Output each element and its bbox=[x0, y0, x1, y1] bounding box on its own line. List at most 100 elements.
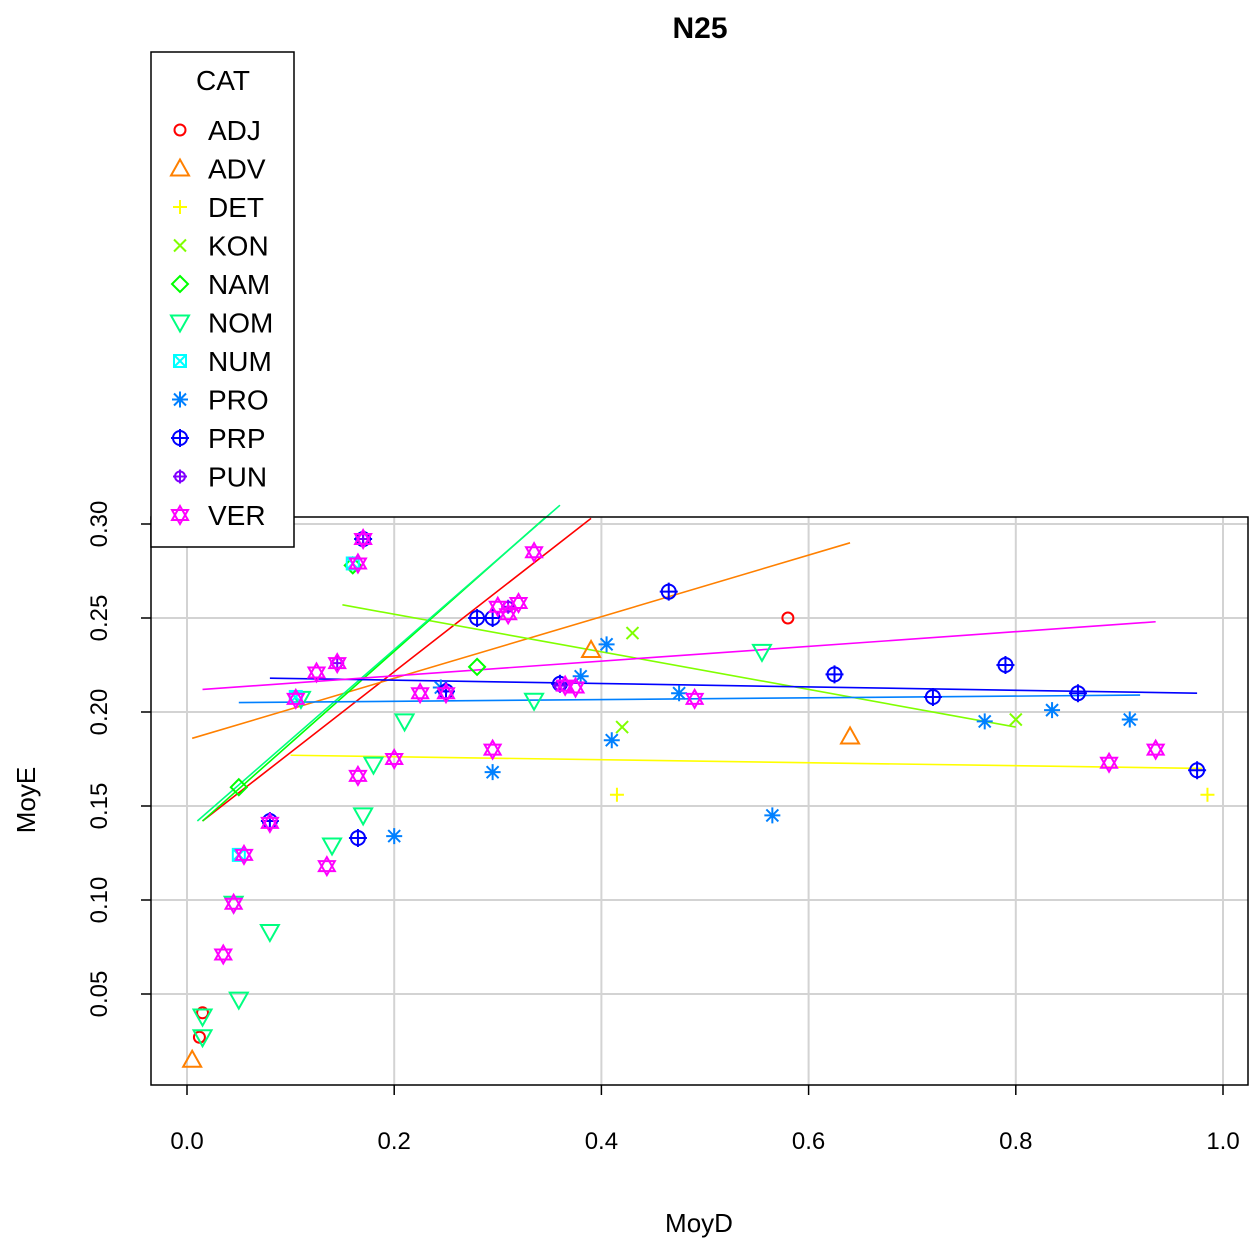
point-ver bbox=[234, 843, 254, 866]
point-pro bbox=[386, 828, 403, 845]
legend-symbol-adv bbox=[169, 157, 191, 177]
point-ver bbox=[260, 811, 280, 834]
point-pro bbox=[1121, 711, 1138, 728]
point-ver bbox=[223, 892, 244, 915]
point-pro bbox=[603, 732, 620, 749]
point-nom bbox=[352, 807, 374, 827]
point-ver bbox=[498, 603, 518, 626]
legend-symbol-kon bbox=[173, 238, 187, 253]
point-prp bbox=[348, 828, 367, 847]
fit-line-nom bbox=[196, 504, 561, 822]
point-nom bbox=[259, 923, 281, 943]
legend-symbol-num bbox=[173, 354, 187, 368]
legend-label-ver: VER bbox=[208, 500, 266, 531]
legend-symbol-pro bbox=[172, 391, 188, 408]
point-pro bbox=[572, 668, 589, 685]
point-adj bbox=[196, 1006, 210, 1020]
point-prp bbox=[1188, 761, 1207, 780]
point-nom bbox=[362, 756, 385, 776]
y-tick-label: 0.25 bbox=[86, 595, 113, 642]
point-ver bbox=[348, 764, 368, 787]
x-tick-label: 1.0 bbox=[1206, 1128, 1239, 1155]
point-nom bbox=[751, 643, 773, 663]
legend-label-prp: PRP bbox=[208, 423, 266, 454]
y-tick-label: 0.10 bbox=[86, 877, 113, 924]
point-adv bbox=[839, 725, 861, 745]
point-ver bbox=[306, 661, 327, 684]
point-pro bbox=[1044, 702, 1061, 719]
point-ver bbox=[1099, 751, 1119, 774]
point-nom bbox=[228, 991, 250, 1011]
point-ver bbox=[348, 552, 368, 575]
point-pro bbox=[976, 713, 993, 730]
legend: CAT ADJ ADV DET KON NAM NOM NUM PRO PRP PUN VER bbox=[150, 51, 295, 548]
legend-symbol-adj bbox=[173, 123, 187, 137]
chart-title: N25 bbox=[672, 12, 727, 45]
x-tick-label: 0.8 bbox=[999, 1128, 1032, 1155]
x-tick-label: 0.6 bbox=[792, 1128, 825, 1155]
point-pro bbox=[598, 636, 615, 653]
legend-label-pro: PRO bbox=[208, 385, 269, 416]
legend-label-num: NUM bbox=[208, 346, 272, 377]
y-tick-label: 0.05 bbox=[86, 971, 113, 1018]
point-pro bbox=[484, 764, 501, 781]
point-prp bbox=[468, 609, 487, 627]
legend-symbol-prp bbox=[171, 429, 189, 447]
plot-frame bbox=[150, 516, 1249, 1086]
legend-label-adj: ADJ bbox=[208, 115, 261, 146]
fit-line-ver bbox=[202, 620, 1156, 691]
point-ver bbox=[286, 687, 306, 710]
x-axis-label: MoyD bbox=[665, 1208, 733, 1238]
point-nom bbox=[321, 837, 343, 857]
data-points bbox=[181, 528, 1215, 1068]
x-tick-label: 0.0 bbox=[170, 1128, 203, 1155]
point-nam bbox=[467, 657, 487, 677]
x-tick-label: 0.2 bbox=[378, 1128, 411, 1155]
y-tick-label: 0.20 bbox=[86, 689, 113, 736]
point-nom bbox=[191, 1008, 214, 1028]
x-tick-label: 0.4 bbox=[585, 1128, 618, 1155]
legend-box bbox=[150, 51, 295, 548]
legend-label-adv: ADV bbox=[208, 154, 266, 185]
point-kon bbox=[615, 720, 629, 734]
legend-title: CAT bbox=[196, 65, 250, 96]
legend-symbol-pun bbox=[173, 469, 187, 484]
point-adv bbox=[181, 1048, 203, 1068]
grid-lines bbox=[151, 517, 1248, 1085]
point-ver bbox=[684, 687, 705, 710]
point-prp bbox=[923, 687, 942, 706]
y-tick-label: 0.30 bbox=[86, 501, 113, 548]
y-axis: 0.05 0.10 0.15 0.20 0.25 0.30 bbox=[86, 501, 151, 1018]
legend-label-pun: PUN bbox=[208, 462, 267, 493]
legend-label-nam: NAM bbox=[208, 269, 270, 300]
point-ver bbox=[213, 943, 233, 966]
point-nam bbox=[229, 777, 249, 797]
point-ver bbox=[565, 676, 586, 699]
point-pro bbox=[764, 807, 781, 824]
fit-line-kon bbox=[342, 604, 1016, 728]
point-kon bbox=[1009, 712, 1023, 727]
point-adj bbox=[781, 611, 795, 625]
y-axis-label: MoyE bbox=[11, 767, 41, 833]
legend-symbol-nam bbox=[170, 274, 190, 294]
point-nom bbox=[393, 713, 416, 733]
point-pro bbox=[671, 685, 688, 702]
legend-label-nom: NOM bbox=[208, 308, 273, 339]
point-prp bbox=[825, 665, 844, 684]
point-adv bbox=[580, 638, 602, 658]
legend-symbol-nom bbox=[169, 314, 191, 334]
point-det bbox=[609, 787, 624, 802]
point-kon bbox=[625, 626, 640, 640]
legend-label-det: DET bbox=[208, 192, 264, 223]
y-tick-label: 0.15 bbox=[86, 783, 113, 830]
fit-line-prp bbox=[269, 677, 1198, 694]
point-ver bbox=[508, 591, 529, 614]
point-ver bbox=[524, 541, 544, 564]
legend-symbol-det bbox=[173, 200, 187, 214]
fit-line-det bbox=[290, 754, 1203, 770]
point-nom bbox=[191, 1029, 214, 1049]
point-det bbox=[1200, 787, 1215, 802]
point-ver bbox=[482, 738, 503, 761]
point-prp bbox=[659, 582, 678, 601]
